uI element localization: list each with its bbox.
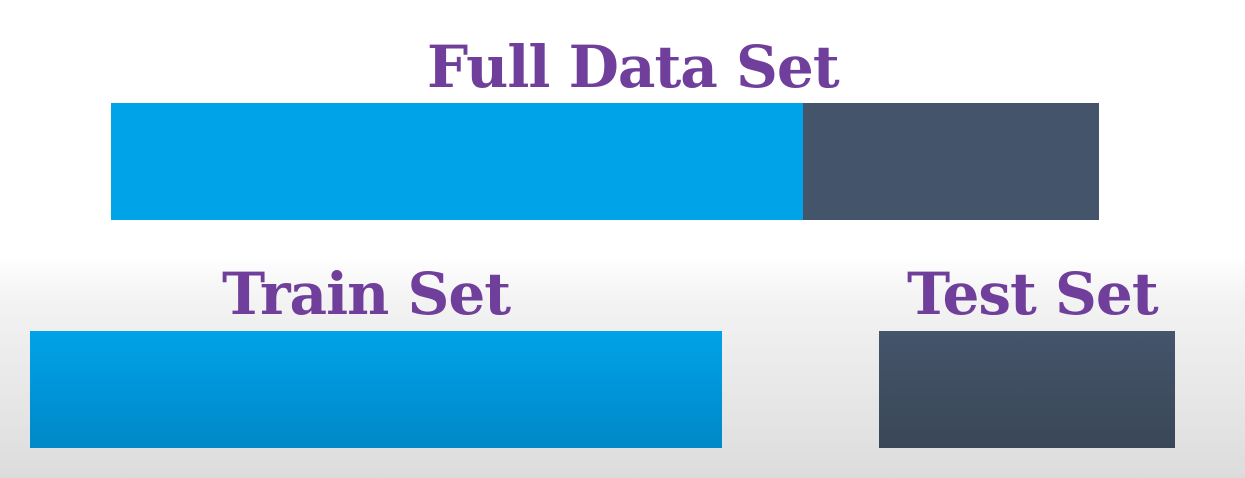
train-set-bar <box>30 331 722 448</box>
test-set-bar <box>879 331 1175 448</box>
test-set-title: Test Set <box>907 260 1159 328</box>
full-data-set-bar <box>111 103 1099 220</box>
full-bar-train-segment <box>111 103 803 220</box>
full-bar-test-segment <box>802 103 1099 220</box>
train-set-title: Train Set <box>222 260 511 328</box>
full-data-set-title: Full Data Set <box>427 33 840 101</box>
